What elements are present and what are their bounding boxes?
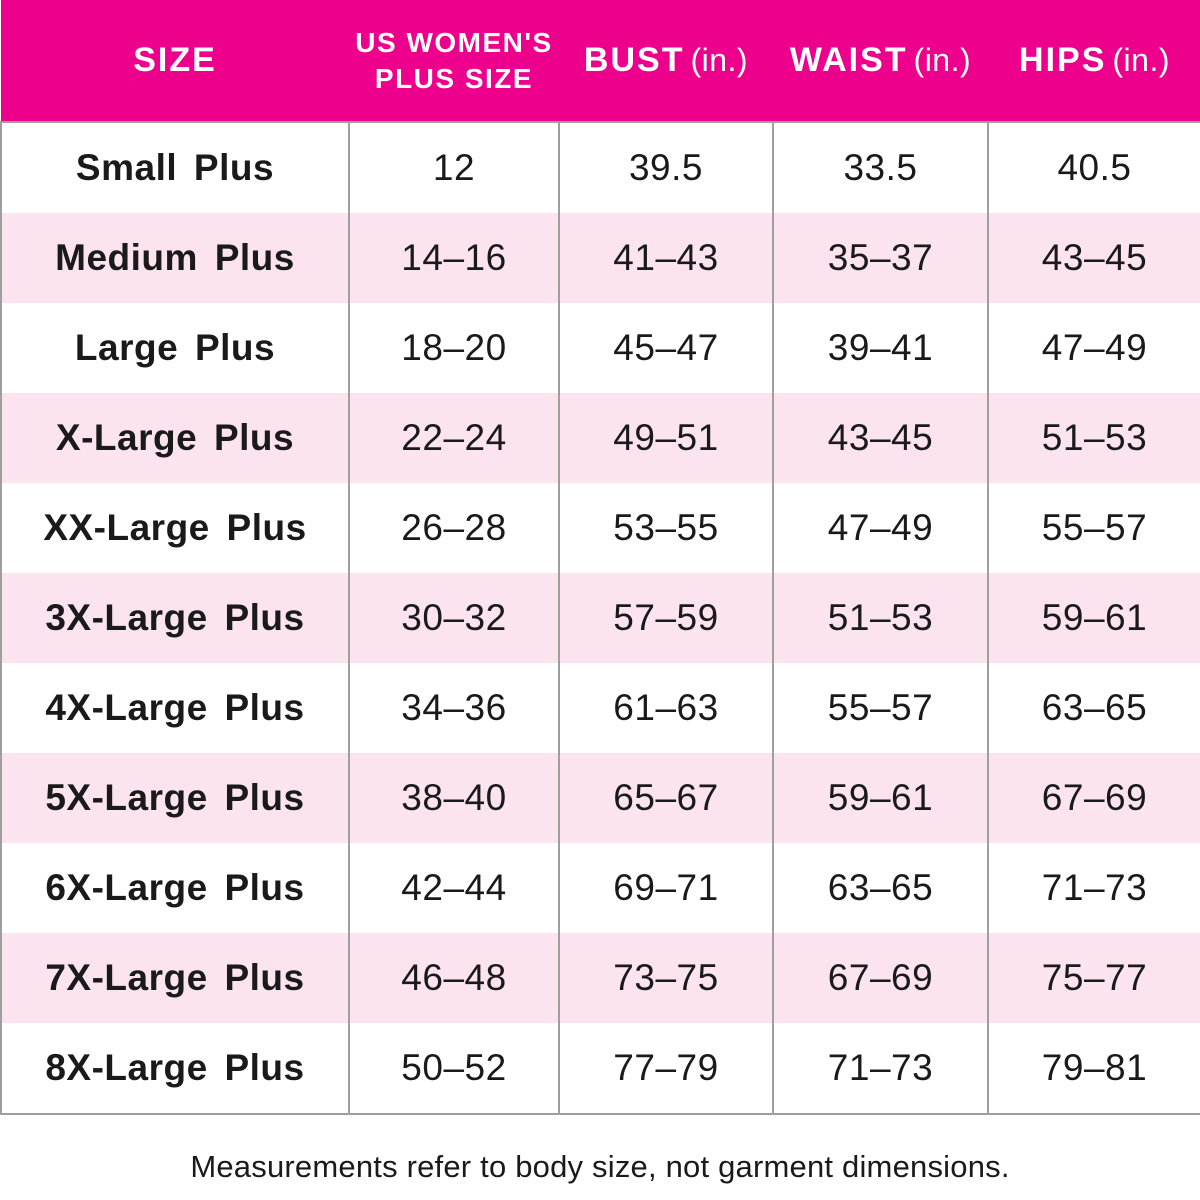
hips-cell: 47–49 <box>987 303 1200 393</box>
bust-cell: 53–55 <box>558 483 773 573</box>
bust-cell: 69–71 <box>558 843 773 933</box>
hips-cell: 75–77 <box>987 933 1200 1023</box>
table-row: 4X-Large Plus 34–36 61–63 55–57 63–65 <box>0 663 1200 753</box>
us-plus-size-cell: 30–32 <box>348 573 559 663</box>
bust-cell: 45–47 <box>558 303 773 393</box>
size-name-cell: 7X-Large Plus <box>0 933 349 1023</box>
hips-cell: 51–53 <box>987 393 1200 483</box>
hips-cell: 71–73 <box>987 843 1200 933</box>
column-header-unit: (in.) <box>690 42 749 78</box>
column-header-label-line2: PLUS SIZE <box>374 62 534 94</box>
size-name-cell: Medium Plus <box>0 213 349 303</box>
bust-cell: 49–51 <box>558 393 773 483</box>
waist-cell: 39–41 <box>772 303 988 393</box>
bust-cell: 61–63 <box>558 663 773 753</box>
size-name-cell: 5X-Large Plus <box>0 753 349 843</box>
column-header-label: US WOMEN'S <box>355 26 553 58</box>
us-plus-size-cell: 34–36 <box>348 663 559 753</box>
bust-cell: 39.5 <box>558 121 773 213</box>
us-plus-size-cell: 46–48 <box>348 933 559 1023</box>
us-plus-size-cell: 38–40 <box>348 753 559 843</box>
table-row: 5X-Large Plus 38–40 65–67 59–61 67–69 <box>0 753 1200 843</box>
size-name-cell: 3X-Large Plus <box>0 573 349 663</box>
size-name-cell: X-Large Plus <box>0 393 349 483</box>
hips-cell: 67–69 <box>987 753 1200 843</box>
bust-cell: 41–43 <box>558 213 773 303</box>
hips-cell: 79–81 <box>987 1023 1200 1115</box>
size-name-cell: 4X-Large Plus <box>0 663 349 753</box>
waist-cell: 47–49 <box>772 483 988 573</box>
hips-cell: 43–45 <box>987 213 1200 303</box>
column-header-unit: (in.) <box>913 42 972 78</box>
measurements-footnote: Measurements refer to body size, not gar… <box>190 1149 1010 1184</box>
table-row: 3X-Large Plus 30–32 57–59 51–53 59–61 <box>0 573 1200 663</box>
column-header-bust: BUST (in.) <box>559 0 773 122</box>
column-header-label: HIPS <box>1019 41 1107 79</box>
us-plus-size-cell: 12 <box>348 121 559 213</box>
bust-cell: 73–75 <box>558 933 773 1023</box>
bust-cell: 65–67 <box>558 753 773 843</box>
waist-cell: 43–45 <box>772 393 988 483</box>
bust-cell: 77–79 <box>558 1023 773 1115</box>
waist-cell: 51–53 <box>772 573 988 663</box>
table-header: SIZE US WOMEN'S PLUS SIZE BUST (in.) WAIS… <box>1 0 1200 122</box>
us-plus-size-cell: 14–16 <box>348 213 559 303</box>
us-plus-size-cell: 22–24 <box>348 393 559 483</box>
table-row: 6X-Large Plus 42–44 69–71 63–65 71–73 <box>0 843 1200 933</box>
column-header-waist: WAIST (in.) <box>773 0 988 122</box>
waist-cell: 55–57 <box>772 663 988 753</box>
waist-cell: 63–65 <box>772 843 988 933</box>
table-body: Small Plus 12 39.5 33.5 40.5 Medium Plus 14–16… <box>0 121 1200 1115</box>
hips-cell: 59–61 <box>987 573 1200 663</box>
size-name-cell: Small Plus <box>0 121 349 213</box>
column-header-unit: (in.) <box>1112 42 1170 78</box>
table-row: 8X-Large Plus 50–52 77–79 71–73 79–81 <box>0 1023 1200 1115</box>
size-name-cell: 8X-Large Plus <box>0 1023 349 1115</box>
header-row: SIZE US WOMEN'S PLUS SIZE BUST (in.) WAIS… <box>1 0 1200 122</box>
waist-cell: 59–61 <box>772 753 988 843</box>
column-header-label: BUST <box>583 41 685 79</box>
column-header-label: SIZE <box>133 41 217 79</box>
table-row: Medium Plus 14–16 41–43 35–37 43–45 <box>0 213 1200 303</box>
table-row: X-Large Plus 22–24 49–51 43–45 51–53 <box>0 393 1200 483</box>
hips-cell: 63–65 <box>987 663 1200 753</box>
size-name-cell: XX-Large Plus <box>0 483 349 573</box>
table-row: Small Plus 12 39.5 33.5 40.5 <box>0 121 1200 213</box>
size-chart-table: SIZE US WOMEN'S PLUS SIZE BUST (in.) WAIS… <box>0 0 1200 1115</box>
column-header-size: SIZE <box>1 0 349 122</box>
column-header-hips: HIPS (in.) <box>988 0 1200 122</box>
table-row: 7X-Large Plus 46–48 73–75 67–69 75–77 <box>0 933 1200 1023</box>
column-header-label: WAIST <box>789 41 908 79</box>
us-plus-size-cell: 18–20 <box>348 303 559 393</box>
size-name-cell: Large Plus <box>0 303 349 393</box>
table-row: XX-Large Plus 26–28 53–55 47–49 55–57 <box>0 483 1200 573</box>
hips-cell: 55–57 <box>987 483 1200 573</box>
us-plus-size-cell: 42–44 <box>348 843 559 933</box>
size-name-cell: 6X-Large Plus <box>0 843 349 933</box>
waist-cell: 67–69 <box>772 933 988 1023</box>
us-plus-size-cell: 50–52 <box>348 1023 559 1115</box>
bust-cell: 57–59 <box>558 573 773 663</box>
us-plus-size-cell: 26–28 <box>348 483 559 573</box>
waist-cell: 35–37 <box>772 213 988 303</box>
hips-cell: 40.5 <box>987 121 1200 213</box>
table-row: Large Plus 18–20 45–47 39–41 47–49 <box>0 303 1200 393</box>
waist-cell: 71–73 <box>772 1023 988 1115</box>
waist-cell: 33.5 <box>772 121 988 213</box>
column-header-us-plus-size: US WOMEN'S PLUS SIZE <box>349 0 559 122</box>
